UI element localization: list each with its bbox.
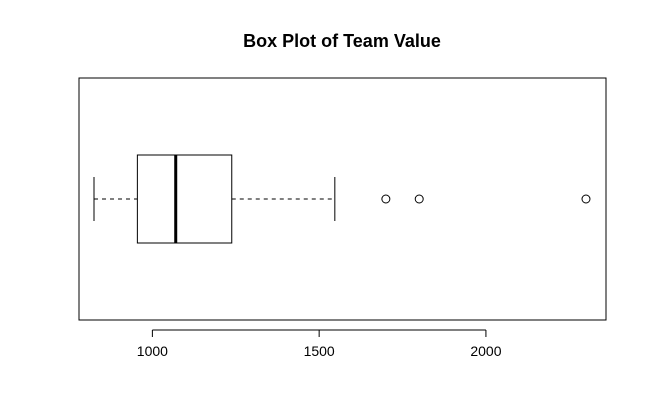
outlier-point xyxy=(414,194,424,204)
box-iqr xyxy=(136,154,233,244)
outlier-point xyxy=(381,194,391,204)
plot-marks xyxy=(93,154,591,244)
outlier-point xyxy=(581,194,591,204)
x-axis: 1000 1500 2000 xyxy=(137,329,502,359)
plot-frame xyxy=(78,77,607,321)
x-tick-label: 1000 xyxy=(137,343,168,359)
chart-title: Box Plot of Team Value xyxy=(243,31,441,51)
x-tick-label: 1500 xyxy=(304,343,335,359)
x-tick-label: 2000 xyxy=(470,343,501,359)
